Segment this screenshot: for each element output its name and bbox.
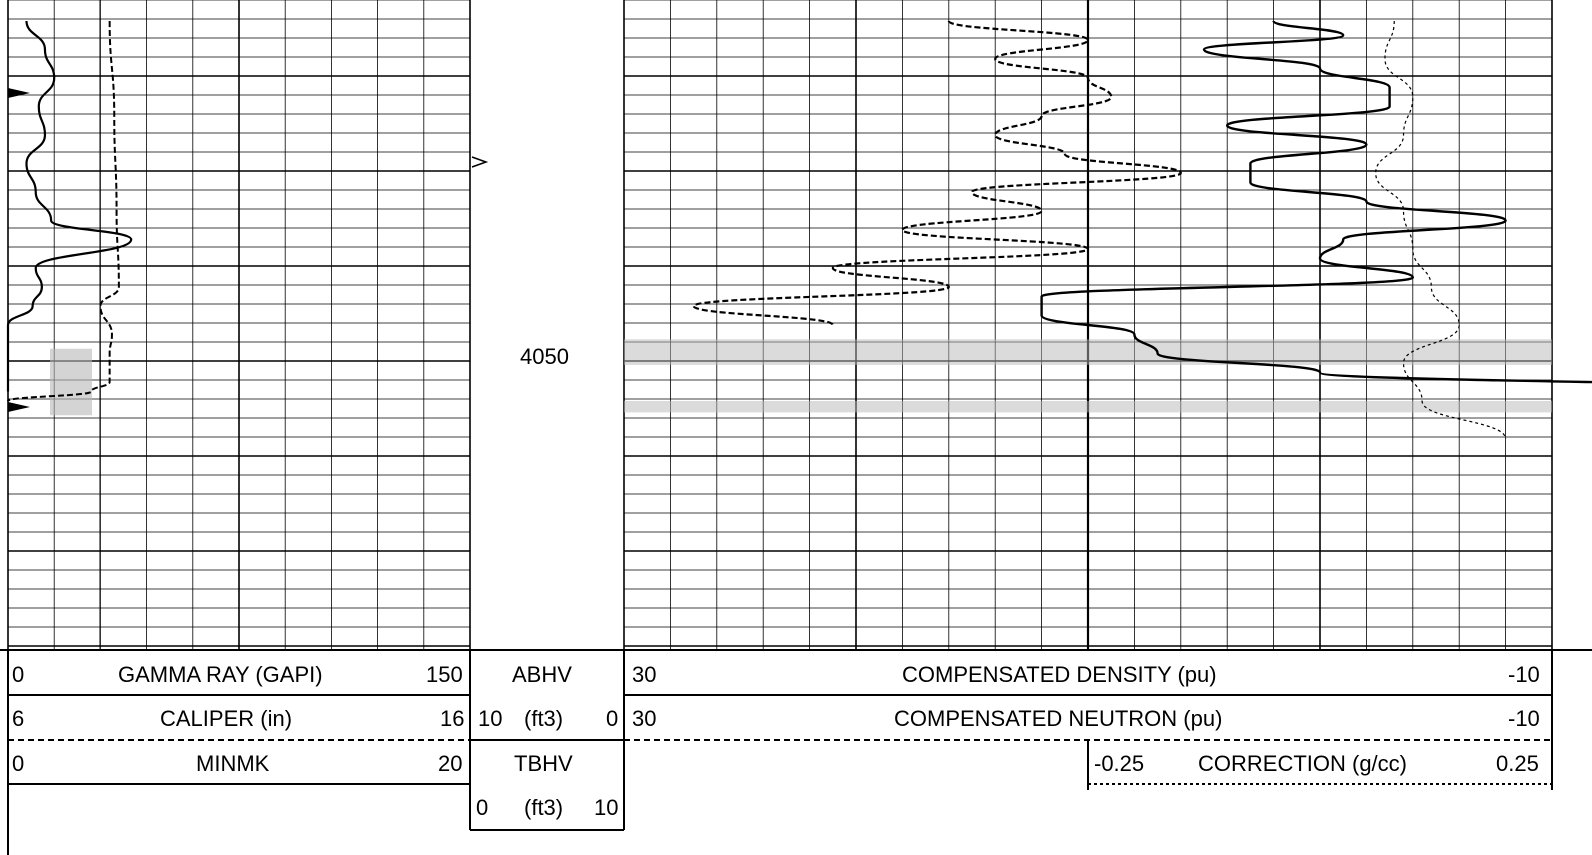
tbhv-min: 0 bbox=[476, 795, 489, 820]
track2-curves bbox=[624, 19, 1592, 440]
gamma-ray-max: 150 bbox=[426, 662, 463, 687]
neutron-curve bbox=[692, 19, 1182, 327]
minmk-min: 0 bbox=[12, 751, 25, 776]
track1-grid bbox=[7, 0, 471, 650]
neutron-title: COMPENSATED NEUTRON (pu) bbox=[894, 706, 1223, 731]
track1-shaded-interval bbox=[50, 348, 92, 416]
depth-pointer-marker bbox=[471, 156, 489, 168]
minmk-title: MINMK bbox=[196, 751, 270, 776]
correction-max: 0.25 bbox=[1496, 751, 1539, 776]
neutron-min: 30 bbox=[632, 706, 657, 731]
track2-shaded-interval-1 bbox=[624, 401, 1552, 413]
correction-title: CORRECTION (g/cc) bbox=[1198, 751, 1407, 776]
tbhv-max: 10 bbox=[594, 795, 619, 820]
track1-curves bbox=[6, 20, 133, 416]
abhv-max: 0 bbox=[606, 706, 619, 731]
correction-min: -0.25 bbox=[1094, 751, 1145, 776]
abhv-min: 10 bbox=[478, 706, 503, 731]
abhv-unit: (ft3) bbox=[524, 706, 564, 731]
caliper-title: CALIPER (in) bbox=[160, 706, 293, 731]
header-lines bbox=[0, 649, 1592, 855]
caliper-curve bbox=[7, 20, 120, 402]
tbhv-title: TBHV bbox=[514, 751, 573, 776]
density-title: COMPENSATED DENSITY (pu) bbox=[902, 662, 1217, 687]
density-max: -10 bbox=[1508, 662, 1540, 687]
density-min: 30 bbox=[632, 662, 657, 687]
depth-flag-marker-1 bbox=[8, 88, 30, 98]
gamma-ray-title: GAMMA RAY (GAPI) bbox=[118, 662, 323, 687]
depth-flag-marker-2 bbox=[8, 402, 30, 412]
correction-curve bbox=[1375, 20, 1507, 440]
caliper-min: 6 bbox=[12, 706, 25, 731]
minmk-max: 20 bbox=[438, 751, 463, 776]
density-curve bbox=[1040, 19, 1592, 384]
depth-markers bbox=[8, 88, 489, 412]
track2-shaded-interval-0 bbox=[624, 339, 1552, 365]
caliper-max: 16 bbox=[440, 706, 465, 731]
abhv-title: ABHV bbox=[512, 662, 572, 687]
gamma-ray-min: 0 bbox=[12, 662, 25, 687]
neutron-max: -10 bbox=[1508, 706, 1540, 731]
gamma-ray-curve bbox=[6, 20, 133, 392]
depth-label-4050: 4050 bbox=[520, 344, 569, 369]
tbhv-unit: (ft3) bbox=[524, 795, 564, 820]
